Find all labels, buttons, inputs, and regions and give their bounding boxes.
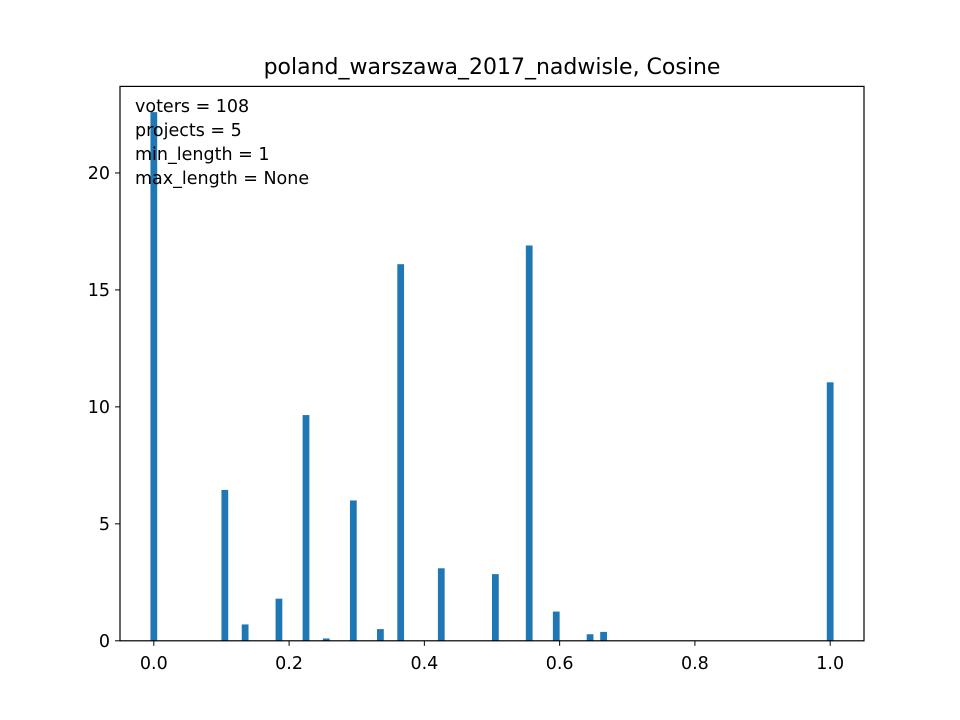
- bar-6: [349, 500, 357, 641]
- bar-12: [552, 611, 560, 641]
- bar-2: [241, 624, 249, 641]
- bar-11: [525, 245, 533, 641]
- bar-9: [437, 568, 445, 641]
- y-tick-label-4: 20: [88, 164, 110, 184]
- bar-10: [492, 574, 499, 641]
- chart-title: poland_warszawa_2017_nadwisle, Cosine: [264, 55, 721, 80]
- bars-group: [150, 112, 834, 641]
- plot-frame: [119, 85, 865, 642]
- y-tick-label-0: 0: [99, 632, 110, 652]
- bar-1: [221, 489, 229, 641]
- annotation-projects: projects = 5: [135, 121, 242, 141]
- y-tick-label-1: 5: [99, 515, 110, 535]
- bar-0: [150, 112, 158, 641]
- x-tick-label-3: 0.6: [546, 654, 574, 674]
- bar-8: [397, 264, 405, 641]
- x-tick-label-2: 0.4: [410, 654, 438, 674]
- bar-14: [600, 631, 607, 641]
- annotation-voters: voters = 108: [135, 97, 249, 117]
- y-axis-ticks: 0 5 10 15 20: [88, 164, 120, 652]
- bar-13: [586, 634, 594, 641]
- x-tick-label-5: 1.0: [816, 654, 844, 674]
- x-tick-label-0: 0.0: [140, 654, 168, 674]
- bar-3: [275, 598, 283, 641]
- annotation-min-length: min_length = 1: [135, 145, 269, 165]
- x-tick-label-4: 0.8: [681, 654, 709, 674]
- bar-4: [302, 415, 310, 641]
- bar-15: [826, 382, 834, 641]
- bar-5: [322, 638, 330, 641]
- y-tick-label-2: 10: [88, 398, 110, 418]
- y-tick-label-3: 15: [88, 281, 110, 301]
- info-annotations: voters = 108 projects = 5 min_length = 1…: [135, 97, 309, 189]
- x-axis-ticks: 0.0 0.2 0.4 0.6 0.8 1.0: [140, 640, 844, 674]
- x-tick-label-1: 0.2: [275, 654, 303, 674]
- annotation-max-length: max_length = None: [135, 169, 309, 189]
- bar-7: [377, 629, 384, 641]
